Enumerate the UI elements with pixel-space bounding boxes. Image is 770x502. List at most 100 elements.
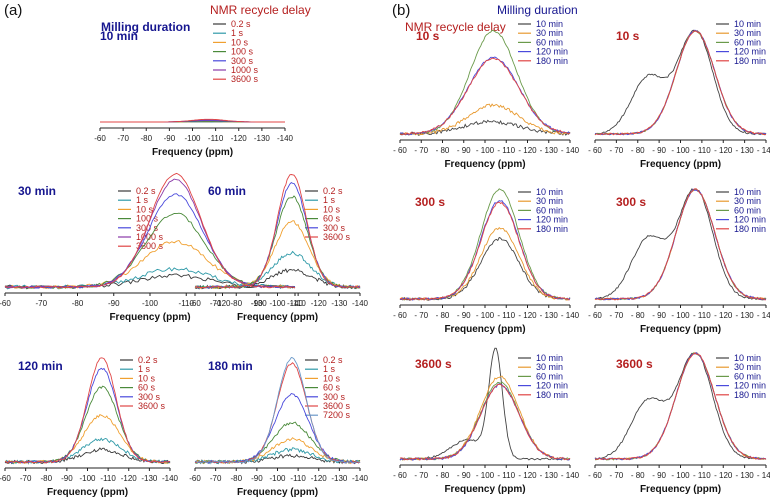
- series-line: [400, 200, 571, 301]
- legend-label: 30 min: [536, 362, 563, 372]
- legend-label: 10 min: [536, 353, 563, 363]
- chart-panel-6: - 60 - 70 - 80 - 90 - 100- 110- 120- 130- 14…: [393, 19, 580, 170]
- x-tick-label: - 100: [476, 471, 495, 480]
- legend-label: 10 s: [138, 373, 156, 383]
- legend-label: 60 s: [323, 214, 341, 224]
- x-tick-label: -60: [189, 299, 201, 308]
- legend-label: 3600 s: [323, 401, 351, 411]
- x-tick-label: -80: [40, 474, 52, 483]
- legend-label: 7200 s: [323, 410, 351, 420]
- x-tick-label: -70: [20, 474, 32, 483]
- series-line: [399, 103, 571, 136]
- x-tick-label: - 80: [631, 146, 645, 155]
- x-tick-label: -70: [117, 134, 129, 143]
- x-tick-label: - 90: [457, 311, 471, 320]
- x-axis-label: Frequency (ppm): [47, 487, 128, 498]
- legend-label: 10 s: [323, 204, 341, 214]
- x-tick-label: -100: [269, 474, 286, 483]
- x-tick-label: -100: [184, 134, 201, 143]
- x-tick-label: -130: [331, 299, 348, 308]
- x-tick-label: - 120: [714, 471, 733, 480]
- panel-title: 120 min: [18, 359, 63, 373]
- legend-label: 180 min: [734, 56, 766, 66]
- panel-title: 10 s: [616, 29, 640, 43]
- x-tick-label: -120: [311, 474, 328, 483]
- x-tick-label: - 110: [693, 471, 711, 480]
- x-tick-label: - 60: [588, 471, 602, 480]
- legend-label: 0.2 s: [136, 186, 156, 196]
- chart-panel-3: -60 -70 -80 -90 -100 -110 -120 -130 -140Frequenc…: [189, 174, 369, 323]
- series-line: [399, 201, 571, 301]
- legend-label: 120 min: [734, 47, 766, 57]
- x-tick-label: - 60: [393, 471, 407, 480]
- chart-panel-8: - 60 - 70 - 80 - 90 - 100- 110- 120- 130- 14…: [393, 187, 580, 335]
- legend-label: 1000 s: [231, 65, 259, 75]
- legend-label: 60 min: [734, 371, 761, 381]
- x-tick-label: -70: [210, 474, 222, 483]
- legend-label: 180 min: [536, 390, 568, 400]
- series-line: [594, 30, 767, 136]
- x-axis-label: Frequency (ppm): [444, 324, 525, 335]
- milling-duration-header-b: Milling duration: [497, 3, 578, 17]
- legend-label: 3600 s: [136, 241, 164, 251]
- x-tick-label: - 140: [561, 471, 580, 480]
- x-tick-label: -90: [108, 299, 120, 308]
- x-tick-label: -90: [164, 134, 176, 143]
- x-tick-label: - 90: [457, 146, 471, 155]
- x-tick-label: - 100: [671, 311, 690, 320]
- x-tick-label: - 130: [540, 311, 559, 320]
- x-tick-label: -130: [141, 474, 158, 483]
- x-tick-label: -100: [79, 474, 96, 483]
- x-tick-label: - 80: [436, 471, 450, 480]
- x-tick-label: - 140: [561, 146, 580, 155]
- x-tick-label: -80: [72, 299, 84, 308]
- x-tick-label: - 60: [588, 146, 602, 155]
- series-line: [594, 188, 767, 301]
- x-tick-label: - 90: [652, 146, 666, 155]
- x-tick-label: -60: [0, 474, 11, 483]
- legend-label: 0.2 s: [231, 19, 251, 29]
- x-tick-label: - 80: [631, 311, 645, 320]
- x-axis-label: Frequency (ppm): [640, 159, 721, 170]
- x-tick-label: -80: [230, 299, 242, 308]
- x-axis-label: Frequency (ppm): [237, 487, 318, 498]
- x-tick-label: - 120: [518, 471, 537, 480]
- x-tick-label: - 140: [757, 311, 770, 320]
- x-tick-label: - 100: [671, 146, 690, 155]
- x-tick-label: -70: [35, 299, 47, 308]
- series-line: [194, 182, 361, 289]
- panel-letter-b: (b): [392, 2, 411, 19]
- x-tick-label: - 110: [693, 146, 711, 155]
- legend-label: 180 min: [536, 224, 568, 234]
- panel-title: 10 min: [100, 29, 138, 43]
- series-line: [194, 421, 361, 464]
- legend-label: 1 s: [231, 28, 244, 38]
- panel-title: 300 s: [616, 195, 646, 209]
- x-axis-label: Frequency (ppm): [444, 159, 525, 170]
- x-tick-label: - 70: [609, 146, 623, 155]
- legend-label: 60 min: [536, 37, 563, 47]
- x-tick-label: - 90: [457, 471, 471, 480]
- x-tick-label: - 140: [757, 146, 770, 155]
- series-line: [194, 174, 361, 289]
- x-tick-label: - 130: [736, 311, 755, 320]
- series-line: [399, 236, 571, 301]
- x-tick-label: - 70: [609, 471, 623, 480]
- series-line: [594, 352, 767, 461]
- legend-label: 100 s: [231, 47, 254, 57]
- x-tick-label: -130: [251, 299, 268, 308]
- series-line: [4, 357, 171, 464]
- series-line: [4, 414, 171, 464]
- milling-duration-header-a: Milling duration: [101, 20, 191, 34]
- series-line: [194, 250, 361, 290]
- x-axis-label: Frequency (ppm): [444, 484, 525, 495]
- legend-label: 100 s: [136, 214, 159, 224]
- nmr-recycle-delay-header-b: NMR recycle delay: [405, 20, 506, 34]
- x-axis-label: Frequency (ppm): [640, 484, 721, 495]
- x-tick-label: -140: [287, 299, 304, 308]
- x-tick-label: - 60: [588, 311, 602, 320]
- chart-panel-1: -60 -70 -80 -90 -100 -110 -120 -130 -140 Frequenc…: [94, 19, 293, 158]
- x-tick-label: -110: [290, 474, 306, 483]
